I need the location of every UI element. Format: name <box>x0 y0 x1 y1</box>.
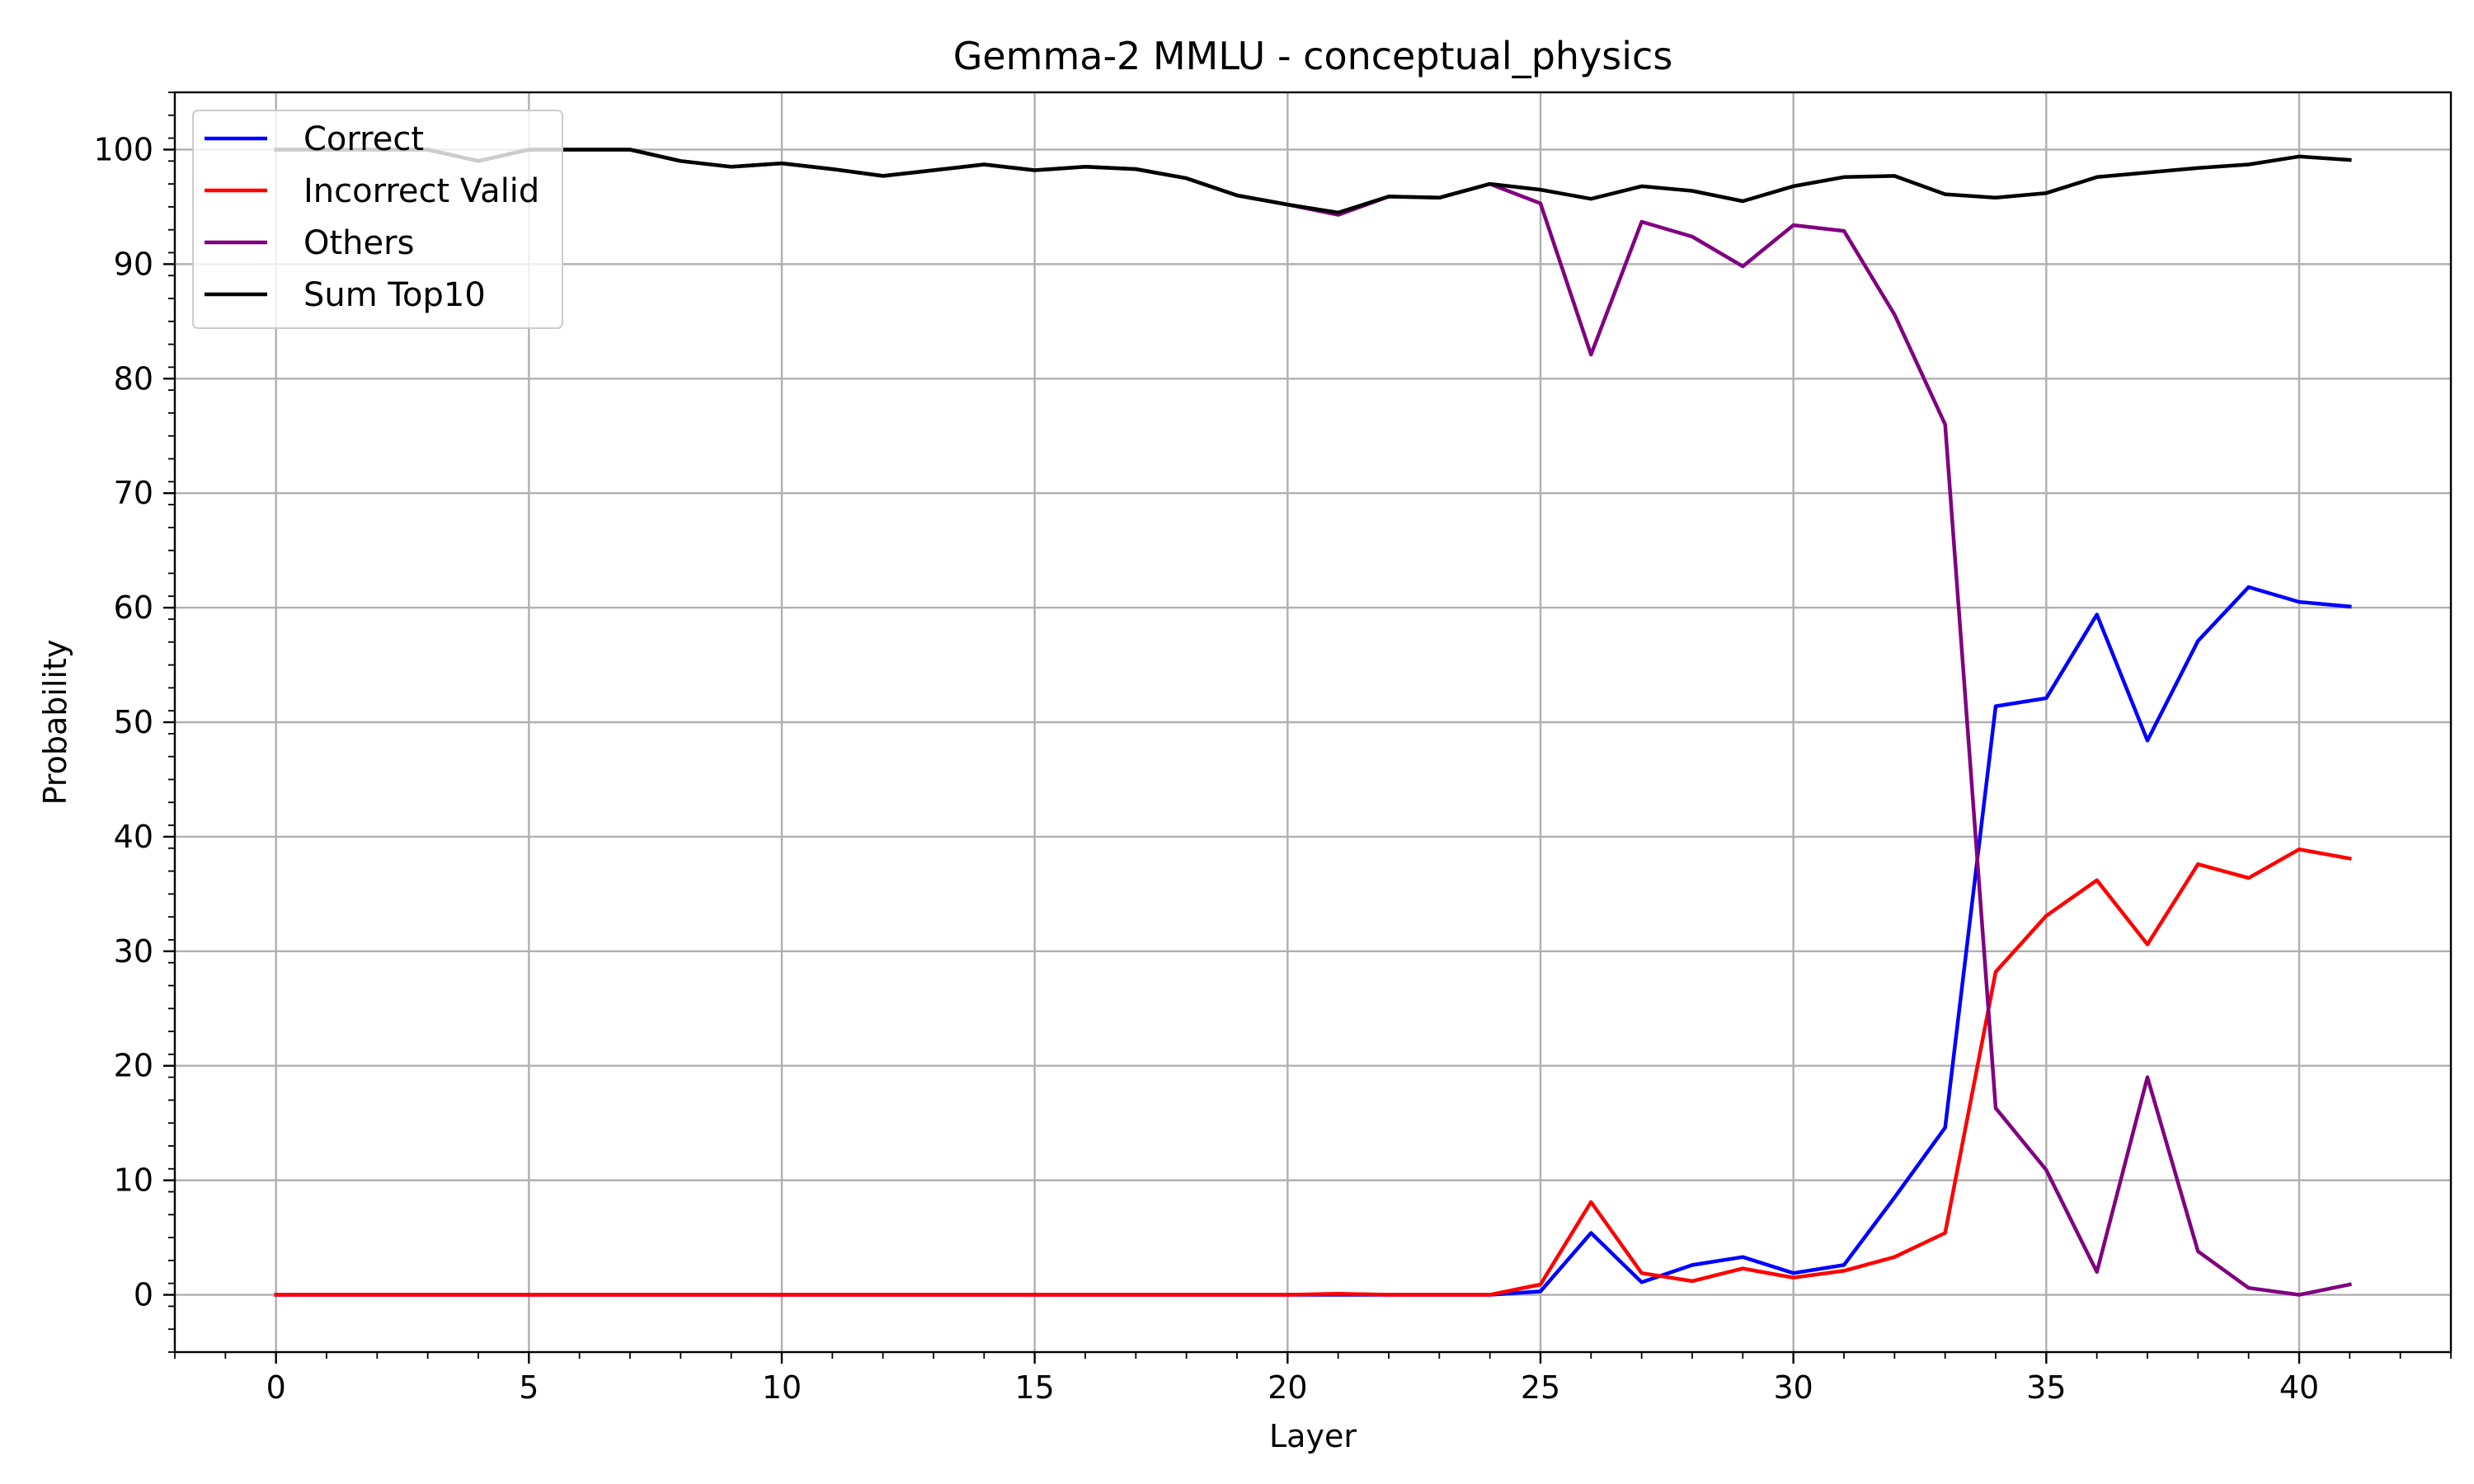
y-tick-label: 30 <box>114 933 153 970</box>
y-tick-label: 50 <box>114 704 153 740</box>
series-line-incorrect-valid <box>274 847 2352 1297</box>
y-tick-label: 80 <box>114 360 153 397</box>
y-tick-label: 0 <box>134 1277 153 1313</box>
y-tick-label: 60 <box>114 589 153 626</box>
chart-title: Gemma-2 MMLU - conceptual_physics <box>953 34 1673 78</box>
x-tick-label: 30 <box>1773 1369 1813 1406</box>
series-lines <box>274 148 2352 1297</box>
legend: Correct Incorrect Valid Others Sum Top10 <box>192 110 563 329</box>
series-line-sum-top10 <box>274 148 2352 215</box>
x-tick-label: 20 <box>1268 1369 1307 1406</box>
x-tick-label: 10 <box>762 1369 802 1406</box>
y-tick-label: 10 <box>114 1162 153 1199</box>
x-tick-label: 35 <box>2026 1369 2066 1406</box>
axes: 0 5 10 15 20 25 30 35 40 0 10 20 30 40 50 60 70 80 90 100 <box>93 91 2453 1406</box>
y-tick-label: 20 <box>114 1048 153 1084</box>
legend-label: Correct <box>303 120 424 158</box>
x-tick-label: 0 <box>266 1369 286 1406</box>
y-tick-label: 90 <box>114 246 153 282</box>
y-tick-label: 100 <box>93 131 153 167</box>
y-axis-label: Probability <box>37 640 73 805</box>
legend-label: Incorrect Valid <box>303 172 539 210</box>
legend-box <box>192 110 563 329</box>
y-tick-label: 40 <box>114 819 153 855</box>
x-tick-label: 40 <box>2279 1369 2319 1406</box>
x-tick-label: 25 <box>1521 1369 1560 1406</box>
x-axis-label: Layer <box>1269 1418 1357 1454</box>
x-tick-label: 5 <box>519 1369 539 1406</box>
y-tick-label: 70 <box>114 475 153 511</box>
x-tick-label: 15 <box>1014 1369 1054 1406</box>
legend-label: Sum Top10 <box>303 276 486 314</box>
legend-label: Others <box>303 224 414 262</box>
